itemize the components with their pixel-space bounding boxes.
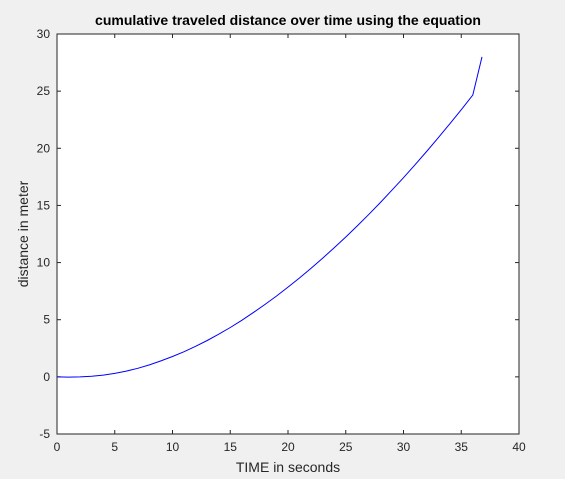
x-tick-label: 5	[111, 440, 118, 454]
chart-title: cumulative traveled distance over time u…	[95, 12, 481, 28]
x-tick-label: 40	[512, 440, 526, 454]
y-axis-label: distance in meter	[15, 180, 31, 287]
y-tick-label: 15	[37, 198, 51, 212]
x-tick-label: 10	[166, 440, 180, 454]
y-tick-label: 10	[37, 256, 51, 270]
y-tick-label: 20	[37, 141, 51, 155]
y-tick-label: 5	[43, 313, 50, 327]
y-tick-label: 25	[37, 84, 51, 98]
y-tick-label: 30	[37, 27, 51, 41]
axes-box	[56, 33, 520, 435]
y-tick-label: 0	[43, 370, 50, 384]
x-tick-label: 0	[54, 440, 61, 454]
x-tick-label: 20	[281, 440, 295, 454]
x-tick-label: 35	[455, 440, 469, 454]
plot-area	[57, 34, 519, 434]
x-tick-label: 30	[397, 440, 411, 454]
series-line	[56, 56, 483, 378]
x-tick-label: 25	[339, 440, 353, 454]
y-tick-label: -5	[39, 427, 50, 441]
x-axis-label: TIME in seconds	[236, 459, 340, 475]
x-tick-label: 15	[224, 440, 238, 454]
